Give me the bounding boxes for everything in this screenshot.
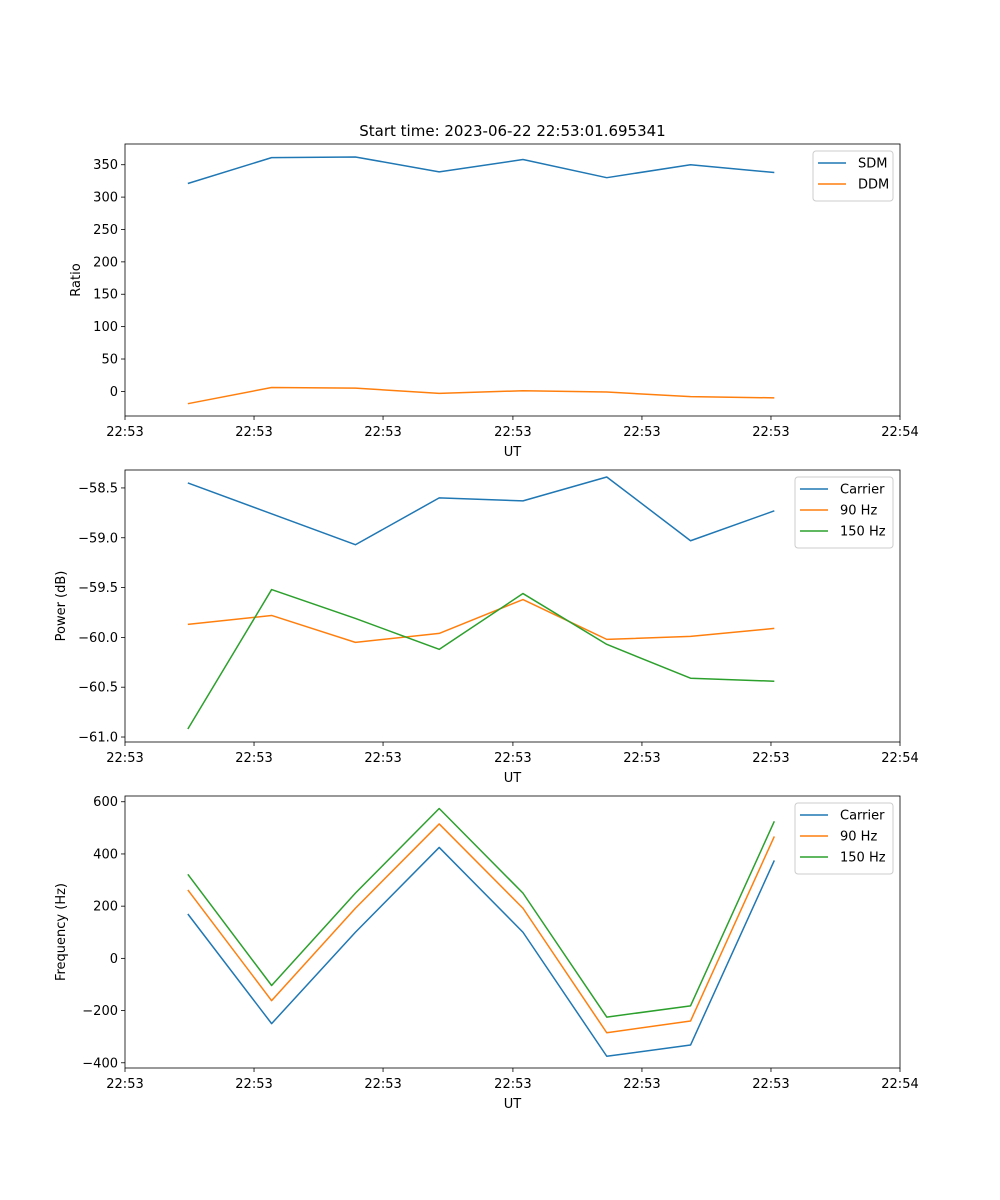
x-tick-label: 22:53 [106, 1077, 143, 1092]
y-tick-label: 200 [93, 255, 118, 270]
axes-frame [124, 469, 901, 743]
series-line-150-hz [187, 807, 776, 1018]
x-tick-label: 22:53 [235, 1077, 272, 1092]
x-tick-label: 22:53 [494, 425, 531, 440]
series-line-90-hz [187, 823, 776, 1034]
series-line-sdm [187, 156, 775, 185]
series-line-150-hz [187, 588, 775, 730]
y-tick-label: −58.5 [78, 481, 118, 496]
x-axis-label: UT [504, 1097, 522, 1112]
x-axis-label: UT [504, 445, 522, 460]
x-tick-label: 22:53 [623, 425, 660, 440]
legend-label: 90 Hz [840, 830, 877, 845]
y-tick-label: 350 [93, 158, 118, 173]
y-axis-label: Frequency (Hz) [54, 883, 69, 981]
x-tick-label: 22:53 [364, 425, 401, 440]
x-tick-label: 22:53 [494, 1077, 531, 1092]
y-tick-label: 0 [110, 952, 118, 967]
legend-label: 150 Hz [840, 525, 886, 540]
x-tick-label: 22:53 [494, 751, 531, 766]
x-tick-label: 22:53 [752, 425, 789, 440]
y-tick-label: 100 [93, 320, 118, 335]
legend-label: Carrier [840, 483, 885, 498]
x-tick-label: 22:53 [235, 751, 272, 766]
legend: SDM DDM [812, 150, 894, 202]
y-tick-label: −59.0 [78, 531, 118, 546]
y-tick-label: −200 [82, 1004, 118, 1019]
series-line-90-hz [187, 598, 775, 644]
series-line-ddm [187, 386, 775, 405]
y-axis-label: Power (dB) [54, 571, 69, 642]
x-tick-label: 22:54 [881, 425, 918, 440]
x-tick-label: 22:54 [881, 751, 918, 766]
y-tick-label: 250 [93, 223, 118, 238]
axes-frame [124, 795, 901, 1069]
subplot-2: 22:53 22:53 22:53 22:53 22:53 22:53 22:54 −61.0… [54, 469, 919, 786]
legend-label: Carrier [840, 809, 885, 824]
y-tick-label: −400 [82, 1056, 118, 1071]
x-tick-label: 22:53 [364, 1077, 401, 1092]
x-tick-label: 22:54 [881, 1077, 918, 1092]
y-tick-label: 200 [93, 900, 118, 915]
y-tick-label: −59.5 [78, 581, 118, 596]
x-tick-label: 22:53 [623, 751, 660, 766]
x-tick-label: 22:53 [364, 751, 401, 766]
x-axis-label: UT [504, 771, 522, 786]
x-tick-label: 22:53 [106, 751, 143, 766]
x-tick-label: 22:53 [752, 751, 789, 766]
legend-label: DDM [858, 178, 889, 193]
axes-frame [124, 143, 901, 417]
series-line-carrier [187, 476, 775, 546]
legend-label: SDM [858, 157, 887, 172]
x-tick-label: 22:53 [623, 1077, 660, 1092]
figure-title: Start time: 2023-06-22 22:53:01.695341 [359, 122, 665, 140]
x-tick-label: 22:53 [235, 425, 272, 440]
x-tick-label: 22:53 [106, 425, 143, 440]
y-tick-label: 300 [93, 191, 118, 206]
y-tick-label: −60.5 [78, 681, 118, 696]
y-tick-label: 400 [93, 847, 118, 862]
y-tick-label: 50 [101, 353, 118, 368]
y-tick-label: −61.0 [78, 731, 118, 746]
x-tick-label: 22:53 [752, 1077, 789, 1092]
y-axis-label: Ratio [69, 263, 84, 296]
y-tick-label: 600 [93, 795, 118, 810]
y-tick-label: 0 [110, 385, 118, 400]
legend: Carrier 90 Hz 150 Hz [794, 476, 894, 549]
legend-label: 90 Hz [840, 504, 877, 519]
y-tick-label: −60.0 [78, 631, 118, 646]
y-tick-label: 150 [93, 288, 118, 303]
subplot-1: 22:53 22:53 22:53 22:53 22:53 22:53 22:54 0 50 10… [69, 143, 919, 460]
subplot-3: 22:53 22:53 22:53 22:53 22:53 22:53 22:54 −400 −… [54, 795, 919, 1112]
legend-label: 150 Hz [840, 851, 886, 866]
legend: Carrier 90 Hz 150 Hz [794, 802, 894, 875]
subplot-panels: 22:53 22:53 22:53 22:53 22:53 22:53 22:54 0 50 10… [54, 143, 919, 1112]
series-line-carrier [187, 846, 776, 1057]
